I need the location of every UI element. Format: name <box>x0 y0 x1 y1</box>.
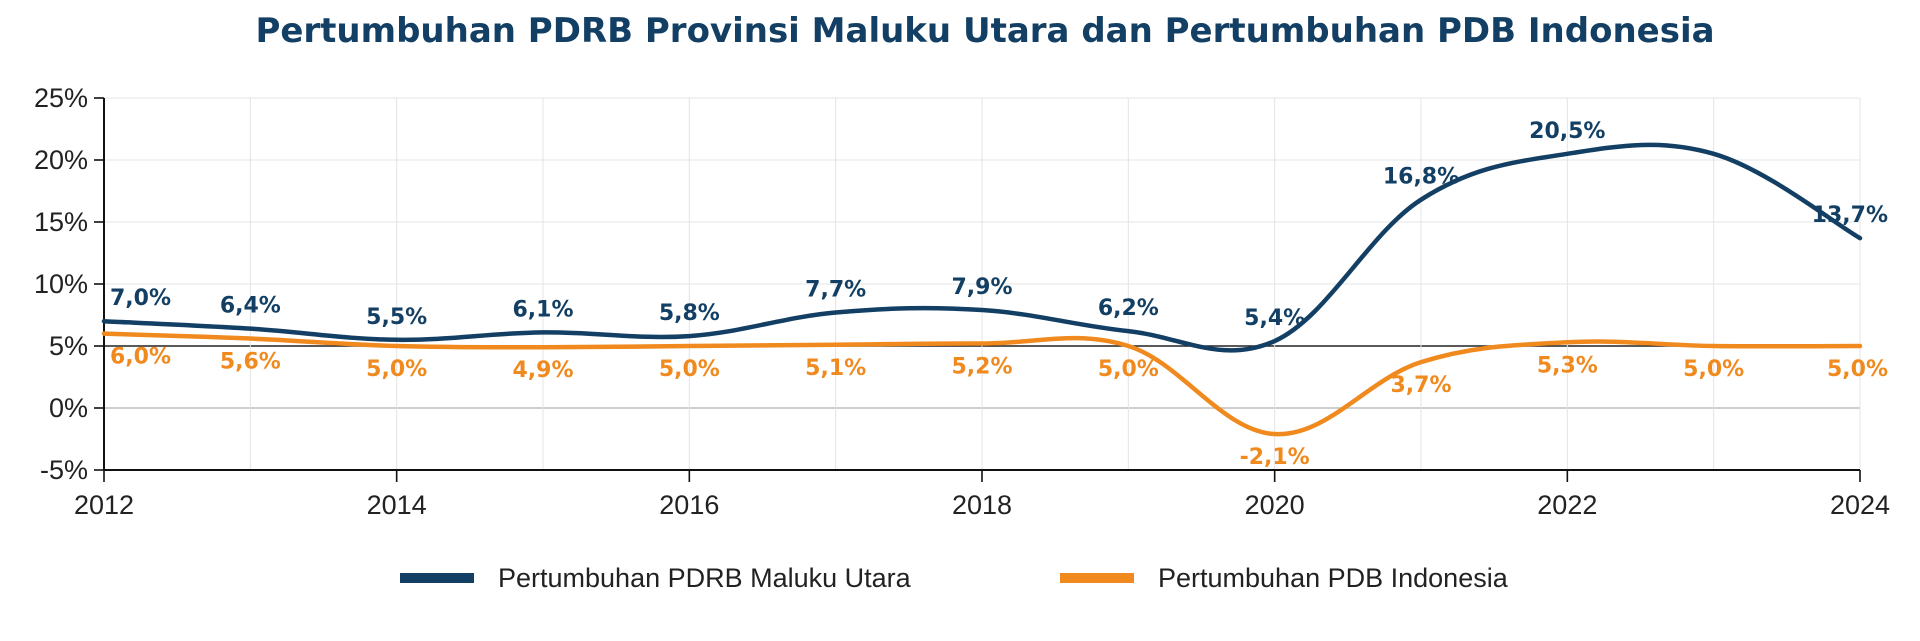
data-label-maluku: 5,8% <box>659 301 720 326</box>
x-tick-label: 2024 <box>1830 490 1890 520</box>
data-label-maluku: 7,9% <box>951 275 1012 300</box>
data-label-indonesia: -2,1% <box>1240 445 1310 470</box>
data-label-maluku: 5,4% <box>1244 306 1305 331</box>
series-lines <box>101 142 1863 437</box>
legend-label-maluku: Pertumbuhan PDRB Maluku Utara <box>498 563 912 593</box>
y-tick-label: 5% <box>49 331 88 361</box>
data-label-indonesia: 5,6% <box>220 350 281 375</box>
data-label-indonesia: 5,2% <box>951 355 1012 380</box>
chart-title: Pertumbuhan PDRB Provinsi Maluku Utara d… <box>255 11 1714 51</box>
data-labels: 7,0% 6,4% 5,5% 6,1% 5,8% 7,7% 7,9% 6,2% 5,4% 16,8… <box>110 119 1888 470</box>
y-tick-label: 20% <box>34 145 88 175</box>
data-label-maluku: 6,2% <box>1098 296 1159 321</box>
data-label-maluku: 5,5% <box>366 305 427 330</box>
data-label-indonesia: 6,0% <box>110 345 171 370</box>
data-label-indonesia: 5,0% <box>366 357 427 382</box>
series-line-indonesia <box>101 331 1863 437</box>
legend-label-indonesia: Pertumbuhan PDB Indonesia <box>1158 563 1509 593</box>
x-tick-label: 2016 <box>659 490 719 520</box>
y-tick-label: 25% <box>34 83 88 113</box>
data-label-maluku: 20,5% <box>1529 119 1605 144</box>
y-tick-label: 0% <box>49 393 88 423</box>
data-label-maluku: 6,4% <box>220 294 281 319</box>
y-tick-label: 10% <box>34 269 88 299</box>
data-label-maluku: 13,7% <box>1812 203 1888 228</box>
axes: 25% 20% 15% 10% 5% 0% -5% 2012 2014 2016 2018 2020 2… <box>34 83 1890 520</box>
x-tick-label: 2020 <box>1245 490 1305 520</box>
series-line-maluku <box>101 142 1863 353</box>
data-label-indonesia: 5,0% <box>1098 357 1159 382</box>
x-tick-label: 2014 <box>367 490 427 520</box>
y-tick-label: -5% <box>40 455 88 485</box>
data-label-indonesia: 5,0% <box>1827 357 1888 382</box>
data-label-indonesia: 3,7% <box>1390 373 1451 398</box>
data-label-maluku: 16,8% <box>1383 165 1459 190</box>
legend: Pertumbuhan PDRB Maluku Utara Pertumbuhan… <box>400 563 1509 593</box>
y-tick-label: 15% <box>34 207 88 237</box>
x-tick-label: 2018 <box>952 490 1012 520</box>
x-tick-label: 2012 <box>74 490 134 520</box>
data-label-indonesia: 5,0% <box>659 357 720 382</box>
data-label-maluku: 6,1% <box>512 297 573 322</box>
grid <box>103 97 1861 471</box>
data-label-indonesia: 5,0% <box>1683 357 1744 382</box>
data-label-maluku: 7,0% <box>110 286 171 311</box>
data-label-indonesia: 5,3% <box>1537 353 1598 378</box>
data-label-indonesia: 5,1% <box>805 356 866 381</box>
data-label-maluku: 7,7% <box>805 278 866 303</box>
data-label-indonesia: 4,9% <box>512 358 573 383</box>
x-tick-label: 2022 <box>1537 490 1597 520</box>
